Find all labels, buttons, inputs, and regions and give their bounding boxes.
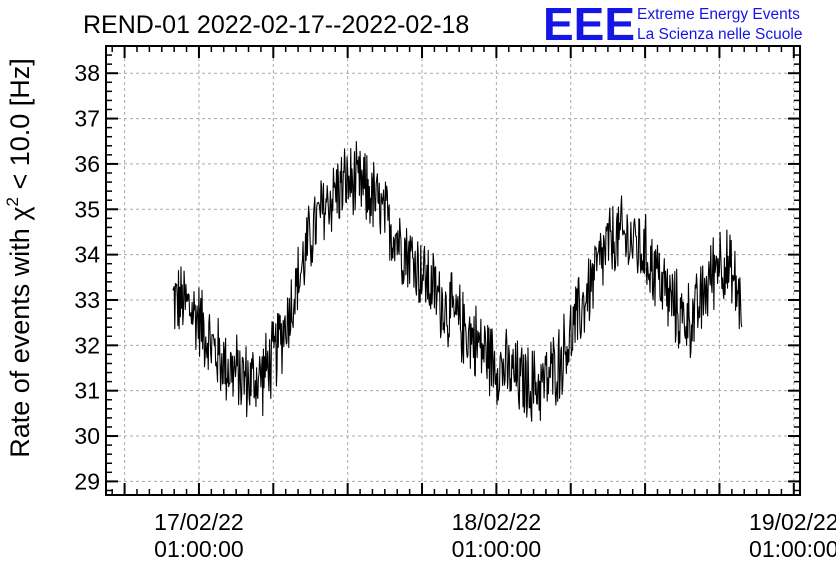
x-tick-time: 01:00:00 xyxy=(749,536,836,562)
plot-area xyxy=(172,141,743,422)
logo-line2: La Scienza nelle Scuole xyxy=(637,26,802,43)
plot-frame xyxy=(105,45,801,496)
y-tick-label: 38 xyxy=(74,60,100,86)
y-tick-label: 33 xyxy=(74,287,100,313)
y-tick-label: 37 xyxy=(74,106,100,132)
y-axis-label-prefix: Rate of events with χ xyxy=(5,207,35,458)
y-tick-label: 34 xyxy=(74,242,100,268)
y-axis-label: Rate of events with χ2 < 10.0 [Hz] xyxy=(3,58,35,458)
chart-title: REND-01 2022-02-17--2022-02-18 xyxy=(83,11,469,39)
x-tick-date: 17/02/22 xyxy=(154,509,244,535)
y-axis-label-suffix: < 10.0 [Hz] xyxy=(5,58,35,197)
logo-line1: Extreme Energy Events xyxy=(637,6,800,23)
y-axis-label-superscript: 2 xyxy=(3,197,22,206)
y-tick-label: 29 xyxy=(74,468,100,494)
y-tick-label: 30 xyxy=(74,423,100,449)
x-tick-time: 01:00:00 xyxy=(154,536,244,562)
y-tick-label: 36 xyxy=(74,151,100,177)
x-tick-labels: 17/02/2201:00:0018/02/2201:00:0019/02/22… xyxy=(154,509,836,562)
logo-mark: EEE xyxy=(543,0,635,50)
rate-series-line xyxy=(172,141,743,422)
y-tick-label: 32 xyxy=(74,332,100,358)
x-tick-date: 18/02/22 xyxy=(452,509,542,535)
x-tick-date: 19/02/22 xyxy=(749,509,836,535)
y-tick-label: 35 xyxy=(74,196,100,222)
x-tick-time: 01:00:00 xyxy=(452,536,542,562)
eee-logo: EEE Extreme Energy Events La Scienza nel… xyxy=(543,0,802,50)
y-tick-labels: 29 30 31 32 33 34 35 36 37 38 xyxy=(74,60,100,494)
axis-ticks xyxy=(106,46,800,495)
y-tick-label: 31 xyxy=(74,378,100,404)
grid-lines xyxy=(106,46,800,495)
